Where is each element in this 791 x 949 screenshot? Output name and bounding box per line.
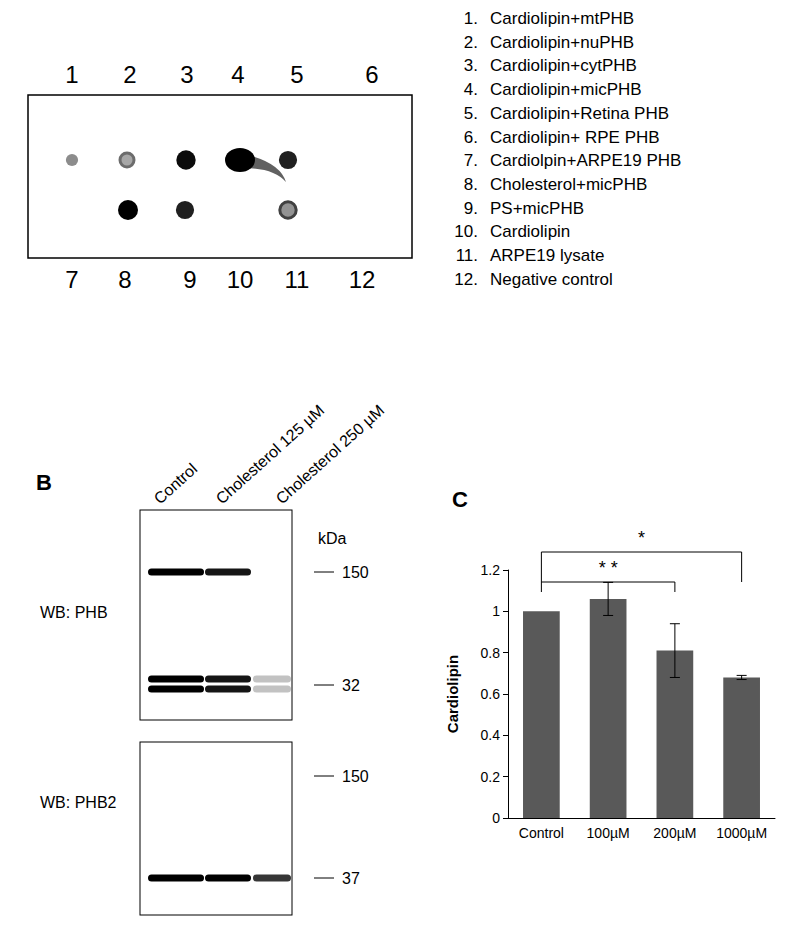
svg-text:10: 10 bbox=[227, 266, 254, 293]
svg-text:2: 2 bbox=[123, 61, 136, 88]
svg-text:1.: 1. bbox=[464, 9, 478, 28]
svg-text:37: 37 bbox=[342, 870, 360, 887]
svg-text:4.: 4. bbox=[464, 80, 478, 99]
svg-text:0.2: 0.2 bbox=[481, 769, 501, 785]
svg-text:12: 12 bbox=[349, 266, 376, 293]
svg-text:11.: 11. bbox=[456, 246, 478, 265]
svg-text:Cardiolipin: Cardiolipin bbox=[444, 655, 461, 733]
svg-text:* *: * * bbox=[599, 558, 618, 578]
svg-text:Cardiolpin+ARPE19 PHB: Cardiolpin+ARPE19 PHB bbox=[490, 151, 681, 170]
svg-text:5.: 5. bbox=[464, 104, 478, 123]
svg-text:ARPE19 lysate: ARPE19 lysate bbox=[490, 246, 604, 265]
svg-text:Cardiolipin+nuPHB: Cardiolipin+nuPHB bbox=[490, 33, 634, 52]
svg-text:Cholesterol 125 µM: Cholesterol 125 µM bbox=[213, 402, 328, 508]
svg-text:9: 9 bbox=[183, 266, 196, 293]
svg-text:0.6: 0.6 bbox=[481, 686, 501, 702]
svg-text:B: B bbox=[36, 470, 52, 495]
svg-text:7: 7 bbox=[65, 266, 78, 293]
svg-text:9.: 9. bbox=[464, 199, 478, 218]
svg-text:C: C bbox=[452, 487, 468, 512]
svg-text:Negative control: Negative control bbox=[490, 270, 613, 289]
svg-text:Control: Control bbox=[151, 460, 201, 507]
svg-text:1.2: 1.2 bbox=[481, 562, 501, 578]
svg-text:6.: 6. bbox=[464, 128, 478, 147]
svg-text:1: 1 bbox=[492, 603, 500, 619]
svg-text:Cardiolipin+cytPHB: Cardiolipin+cytPHB bbox=[490, 56, 637, 75]
svg-text:7.: 7. bbox=[464, 151, 478, 170]
svg-text:12.: 12. bbox=[454, 270, 478, 289]
svg-text:Cholesterol 250 µM: Cholesterol 250 µM bbox=[273, 402, 388, 508]
svg-text:5: 5 bbox=[290, 61, 303, 88]
svg-text:6: 6 bbox=[365, 61, 378, 88]
svg-text:Control: Control bbox=[519, 825, 564, 841]
svg-text:200µM: 200µM bbox=[653, 825, 696, 841]
svg-text:10.: 10. bbox=[454, 222, 478, 241]
svg-text:150: 150 bbox=[342, 768, 369, 785]
svg-text:0.4: 0.4 bbox=[481, 727, 501, 743]
svg-text:8: 8 bbox=[118, 266, 131, 293]
svg-text:2.: 2. bbox=[464, 33, 478, 52]
svg-text:1000µM: 1000µM bbox=[716, 825, 767, 841]
svg-text:Cholesterol+micPHB: Cholesterol+micPHB bbox=[490, 175, 647, 194]
svg-text:3: 3 bbox=[180, 61, 193, 88]
svg-text:WB: PHB: WB: PHB bbox=[40, 604, 108, 621]
svg-text:4: 4 bbox=[231, 61, 244, 88]
svg-text:11: 11 bbox=[285, 266, 310, 293]
svg-text:3.: 3. bbox=[464, 56, 478, 75]
svg-text:0.8: 0.8 bbox=[481, 645, 501, 661]
svg-text:Cardiolipin+mtPHB: Cardiolipin+mtPHB bbox=[490, 9, 634, 28]
svg-text:Cardiolipin+Retina PHB: Cardiolipin+Retina PHB bbox=[490, 104, 669, 123]
svg-text:WB: PHB2: WB: PHB2 bbox=[40, 794, 117, 811]
svg-text:0: 0 bbox=[492, 810, 500, 826]
svg-text:kDa: kDa bbox=[318, 530, 347, 547]
svg-text:Cardiolipin+ RPE PHB: Cardiolipin+ RPE PHB bbox=[490, 128, 660, 147]
svg-text:*: * bbox=[638, 528, 645, 548]
svg-text:150: 150 bbox=[342, 564, 369, 581]
svg-text:Cardiolipin: Cardiolipin bbox=[490, 222, 570, 241]
svg-text:32: 32 bbox=[342, 677, 360, 694]
svg-text:Cardiolipin+micPHB: Cardiolipin+micPHB bbox=[490, 80, 642, 99]
svg-text:8.: 8. bbox=[464, 175, 478, 194]
svg-text:1: 1 bbox=[65, 61, 78, 88]
svg-text:PS+micPHB: PS+micPHB bbox=[490, 199, 584, 218]
svg-text:100µM: 100µM bbox=[587, 825, 630, 841]
